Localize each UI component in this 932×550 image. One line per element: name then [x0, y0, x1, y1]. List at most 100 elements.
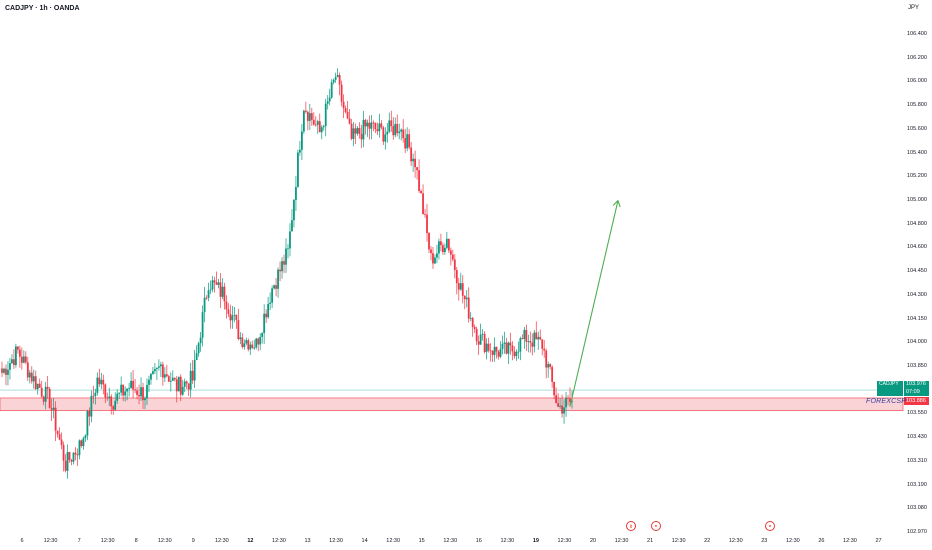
candle-body	[152, 371, 154, 374]
x-tick-label: 12:30	[671, 538, 686, 544]
current-price-box	[904, 381, 929, 396]
x-tick-label: 27	[875, 538, 882, 544]
candle-body	[477, 341, 480, 345]
candle-body	[231, 315, 234, 321]
candle-body	[563, 407, 565, 414]
candle-body	[189, 370, 192, 390]
candle-body	[134, 389, 136, 391]
candle-body	[495, 346, 498, 352]
y-tick-label: 103.430	[907, 434, 927, 441]
candle-body	[70, 460, 73, 462]
candle-body	[459, 283, 462, 290]
candle-body	[179, 376, 182, 395]
candle-body	[338, 75, 341, 85]
candle-body	[106, 397, 109, 399]
candle-body	[161, 364, 164, 378]
candle-body	[255, 338, 258, 348]
candle-body	[283, 261, 285, 265]
candle-body	[543, 348, 546, 351]
candle-body	[565, 397, 567, 408]
x-tick-label: 6	[20, 538, 24, 544]
candle-body	[382, 127, 385, 142]
candle-body	[82, 438, 85, 447]
candle-body	[567, 397, 569, 399]
chart-title: CADJPY · 1h · OANDA	[5, 5, 80, 12]
candle-body	[497, 351, 500, 357]
scheduled-event-icon[interactable]: ))	[626, 521, 636, 531]
candle-body	[201, 312, 204, 338]
candle-body	[557, 403, 559, 407]
candle-body	[316, 121, 319, 125]
candle-body	[547, 364, 550, 368]
candle-body	[225, 301, 228, 310]
zone-price-text: 103.886	[906, 398, 926, 404]
candle-body	[438, 241, 440, 254]
scheduled-event-icon[interactable]: ●	[651, 521, 661, 531]
candle-body	[426, 214, 428, 234]
candle-body	[559, 405, 561, 407]
candle-body	[541, 339, 544, 349]
candle-body	[330, 82, 333, 98]
candle-body	[440, 241, 442, 246]
candle-body	[475, 328, 478, 342]
y-tick-label: 103.550	[907, 410, 927, 417]
candle-body	[384, 134, 387, 142]
candle-body	[30, 372, 33, 382]
candle-body	[344, 108, 347, 112]
candle-body	[289, 231, 291, 249]
candle-body	[181, 386, 184, 395]
candle-body	[493, 346, 496, 355]
candle-body	[271, 288, 274, 303]
candle-body	[515, 351, 518, 357]
candle-body	[358, 128, 361, 134]
candle-body	[402, 129, 405, 139]
candle-body	[275, 285, 277, 289]
projection-arrow	[569, 200, 621, 407]
candle-body	[304, 110, 307, 112]
candle-body	[42, 396, 45, 402]
countdown-timer: 07:09	[906, 389, 920, 395]
candle-body	[126, 388, 129, 392]
candle-body	[90, 395, 93, 417]
x-tick-label: 13	[304, 538, 311, 544]
candle-body	[531, 342, 534, 347]
candle-body	[400, 129, 403, 132]
candle-body	[535, 332, 538, 340]
candle-body	[529, 341, 532, 343]
candle-body	[376, 129, 379, 132]
candle-body	[269, 302, 272, 304]
candle-body	[537, 336, 540, 340]
candle-body	[273, 285, 275, 289]
candle-body	[430, 249, 432, 254]
candle-body	[46, 386, 49, 389]
candle-body	[229, 313, 232, 321]
candle-body	[13, 359, 15, 366]
candle-body	[352, 128, 355, 139]
candle-body	[18, 349, 21, 357]
candle-body	[334, 77, 337, 80]
candle-body	[364, 119, 367, 127]
candle-body	[235, 314, 238, 320]
candle-body	[300, 131, 303, 150]
symbol-label: CADJPY	[879, 381, 899, 387]
candle-body	[148, 379, 150, 385]
candle-body	[32, 376, 35, 382]
candle-body	[442, 245, 444, 253]
x-tick-label: 12:30	[272, 538, 286, 544]
candle-body	[211, 280, 214, 290]
x-tick-label: 8	[134, 538, 138, 544]
candle-body	[370, 122, 373, 129]
candle-body	[28, 372, 31, 378]
scheduled-event-icon[interactable]: ●	[765, 521, 775, 531]
candle-body	[80, 440, 83, 447]
candle-body	[340, 84, 343, 102]
x-tick-label: 7	[77, 538, 81, 544]
candle-body	[549, 364, 552, 367]
x-tick-label: 12:30	[500, 538, 515, 544]
candle-body	[306, 111, 309, 121]
candle-body	[142, 387, 144, 401]
candle-body	[44, 386, 47, 402]
candle-body	[120, 384, 123, 393]
candle-body	[154, 368, 156, 372]
